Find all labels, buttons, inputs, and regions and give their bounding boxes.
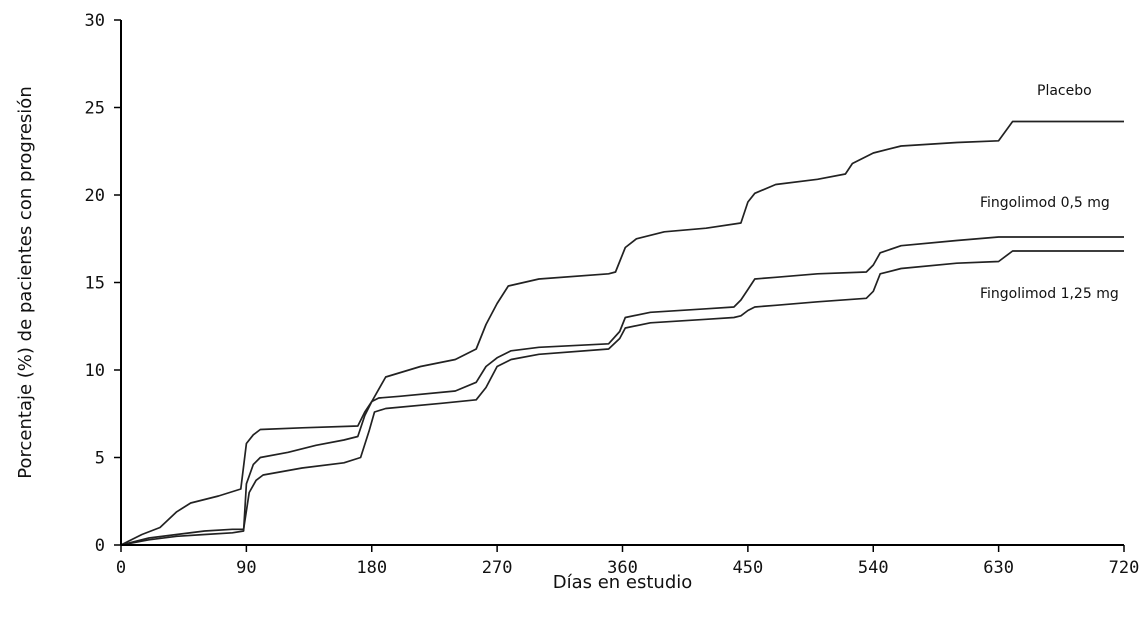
y-axis-title: Porcentaje (%) de pacientes con progresi… — [15, 86, 36, 478]
series-line-3 — [120, 250, 1124, 546]
x-axis-title: Días en estudio — [553, 572, 693, 593]
series-label-2: Fingolimod 0,5 mg — [980, 195, 1110, 211]
series-line-2 — [120, 236, 1124, 546]
series-line-1 — [120, 120, 1124, 546]
x-tick-label: 540 — [858, 558, 889, 578]
series-label-3: Fingolimod 1,25 mg — [980, 286, 1119, 302]
y-tick-label: 0 — [95, 536, 105, 556]
y-tick-label: 30 — [85, 11, 105, 31]
series-labels: Placebo Fingolimod 0,5 mg Fingolimod 1,25 … — [980, 83, 1119, 302]
y-tick-label: 25 — [85, 99, 105, 119]
x-tick-label: 180 — [356, 558, 387, 578]
y-tick-label: 20 — [85, 186, 105, 206]
x-tick-label: 360 — [607, 558, 638, 578]
series-lines — [120, 120, 1124, 546]
y-tick-label: 5 — [95, 449, 105, 469]
x-tick-label: 270 — [482, 558, 513, 578]
x-tick-label: 450 — [733, 558, 764, 578]
axis-ticks: 0 5 10 15 20 25 30 0 90 180 270 360 450 540 630 720 — [85, 11, 1140, 578]
x-tick-label: 630 — [983, 558, 1014, 578]
series-label-1: Placebo — [1037, 83, 1092, 99]
x-tick-label: 90 — [236, 558, 256, 578]
y-tick-label: 10 — [85, 361, 105, 381]
x-tick-label: 0 — [116, 558, 126, 578]
x-tick-label: 720 — [1109, 558, 1140, 578]
y-tick-label: 15 — [85, 274, 105, 294]
